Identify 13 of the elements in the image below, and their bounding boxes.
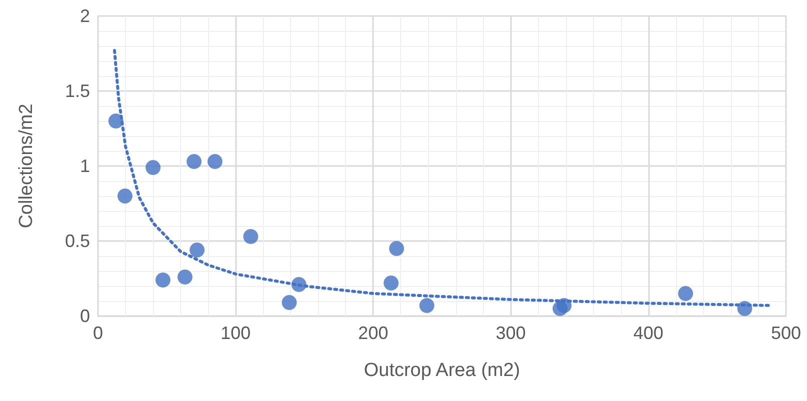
y-tick-label: 1.5 (64, 81, 90, 101)
x-axis-title: Outcrop Area (m2) (364, 360, 520, 381)
y-tick-label: 2 (80, 6, 90, 26)
y-tick-label: 0.5 (64, 231, 90, 251)
x-tick-label: 400 (633, 323, 664, 343)
y-axis-title: Collections/m2 (16, 104, 37, 228)
y-tick-label: 0 (80, 306, 90, 326)
x-tick-label: 0 (92, 323, 104, 343)
x-tick-label: 500 (770, 323, 802, 343)
y-tick-label: 1 (80, 156, 90, 176)
x-tick-label: 300 (496, 323, 526, 343)
x-tick-label: 200 (358, 323, 388, 343)
x-tick-label: 100 (220, 323, 251, 343)
